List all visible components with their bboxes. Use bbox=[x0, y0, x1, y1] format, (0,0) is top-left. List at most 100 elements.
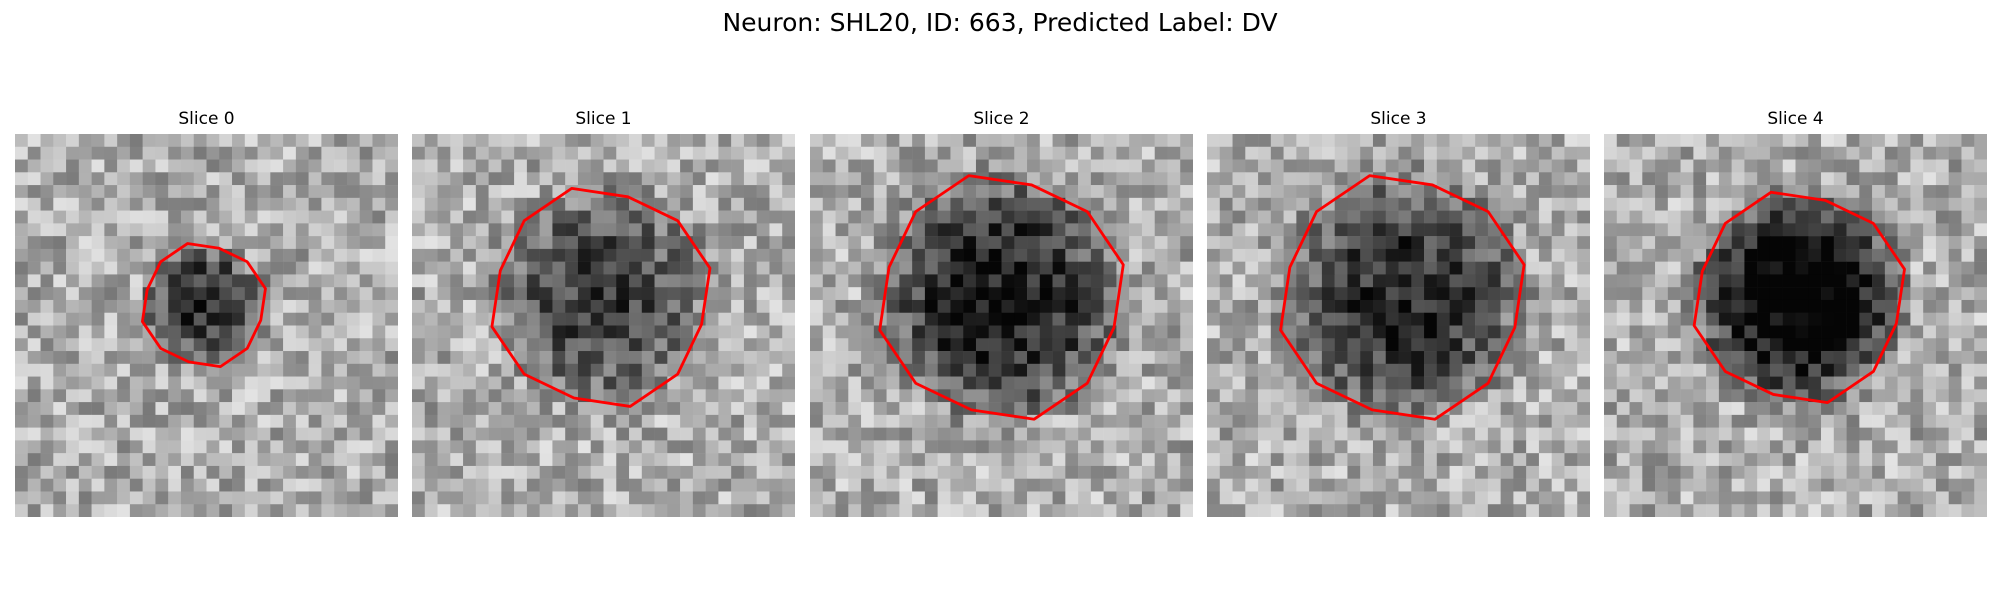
pixel bbox=[1680, 376, 1694, 390]
pixel bbox=[15, 312, 29, 326]
pixel bbox=[1629, 325, 1643, 339]
pixel bbox=[1039, 312, 1053, 326]
pixel bbox=[334, 299, 348, 313]
pixel bbox=[168, 274, 182, 288]
pixel bbox=[1167, 287, 1181, 301]
pixel bbox=[1462, 146, 1476, 160]
pixel bbox=[1655, 210, 1669, 224]
pixel bbox=[104, 274, 118, 288]
pixel bbox=[372, 261, 386, 275]
pixel bbox=[899, 351, 913, 365]
pixel bbox=[616, 491, 630, 505]
pixel bbox=[1398, 440, 1412, 454]
pixel bbox=[257, 402, 271, 416]
pixel bbox=[232, 159, 246, 173]
pixel bbox=[1487, 248, 1501, 262]
pixel bbox=[334, 414, 348, 428]
pixel bbox=[1833, 261, 1847, 275]
pixel bbox=[1706, 299, 1720, 313]
pixel bbox=[206, 197, 220, 211]
pixel bbox=[1180, 491, 1193, 505]
pixel bbox=[1526, 287, 1540, 301]
pixel bbox=[206, 287, 220, 301]
pixel bbox=[1258, 146, 1272, 160]
pixel bbox=[1116, 465, 1130, 479]
pixel bbox=[552, 261, 566, 275]
pixel bbox=[1245, 197, 1259, 211]
pixel bbox=[1116, 414, 1130, 428]
pixel bbox=[848, 325, 862, 339]
pixel bbox=[731, 210, 745, 224]
pixel bbox=[27, 427, 41, 441]
pixel bbox=[565, 402, 579, 416]
pixel bbox=[1884, 453, 1898, 467]
pixel bbox=[359, 261, 373, 275]
pixel bbox=[912, 274, 926, 288]
pixel bbox=[937, 376, 951, 390]
pixel bbox=[475, 478, 489, 492]
pixel bbox=[1052, 351, 1066, 365]
pixel bbox=[501, 197, 515, 211]
pixel bbox=[667, 261, 681, 275]
pixel bbox=[463, 159, 477, 173]
pixel bbox=[1974, 363, 1987, 377]
pixel bbox=[988, 287, 1002, 301]
pixel bbox=[1808, 402, 1822, 416]
pixel bbox=[539, 478, 553, 492]
pixel bbox=[822, 223, 836, 237]
pixel bbox=[412, 402, 426, 416]
pixel bbox=[1141, 185, 1155, 199]
pixel bbox=[142, 134, 156, 148]
pixel bbox=[782, 427, 795, 441]
pixel bbox=[590, 453, 604, 467]
pixel bbox=[295, 325, 309, 339]
pixel bbox=[437, 351, 451, 365]
pixel bbox=[975, 453, 989, 467]
slice-title: Slice 3 bbox=[1370, 109, 1427, 129]
pixel bbox=[1424, 172, 1438, 186]
pixel bbox=[1116, 504, 1130, 517]
pixel bbox=[963, 376, 977, 390]
pixel bbox=[1769, 299, 1783, 313]
pixel bbox=[1795, 453, 1809, 467]
pixel bbox=[450, 453, 464, 467]
pixel bbox=[1283, 325, 1297, 339]
pixel bbox=[667, 248, 681, 262]
pixel bbox=[1859, 248, 1873, 262]
pixel bbox=[1245, 491, 1259, 505]
pixel bbox=[1283, 376, 1297, 390]
pixel bbox=[899, 185, 913, 199]
pixel bbox=[1052, 210, 1066, 224]
pixel bbox=[680, 414, 694, 428]
pixel bbox=[1347, 210, 1361, 224]
pixel bbox=[1129, 325, 1143, 339]
pixel bbox=[321, 248, 335, 262]
pixel bbox=[1232, 274, 1246, 288]
pixel bbox=[590, 414, 604, 428]
pixel bbox=[1961, 287, 1975, 301]
pixel bbox=[334, 261, 348, 275]
pixel bbox=[1116, 299, 1130, 313]
pixel bbox=[629, 427, 643, 441]
pixel bbox=[1833, 376, 1847, 390]
pixel bbox=[654, 440, 668, 454]
pixel bbox=[1103, 478, 1117, 492]
pixel bbox=[1935, 402, 1949, 416]
pixel bbox=[822, 312, 836, 326]
pixel bbox=[1258, 376, 1272, 390]
pixel bbox=[437, 478, 451, 492]
pixel bbox=[1629, 159, 1643, 173]
pixel bbox=[1065, 134, 1079, 148]
pixel bbox=[1167, 351, 1181, 365]
pixel bbox=[142, 402, 156, 416]
pixel bbox=[822, 274, 836, 288]
pixel bbox=[1039, 274, 1053, 288]
pixel bbox=[1680, 185, 1694, 199]
pixel bbox=[1897, 504, 1911, 517]
pixel bbox=[1808, 363, 1822, 377]
pixel bbox=[1757, 287, 1771, 301]
pixel bbox=[1538, 223, 1552, 237]
pixel bbox=[1616, 159, 1630, 173]
pixel bbox=[848, 427, 862, 441]
pixel bbox=[1475, 210, 1489, 224]
